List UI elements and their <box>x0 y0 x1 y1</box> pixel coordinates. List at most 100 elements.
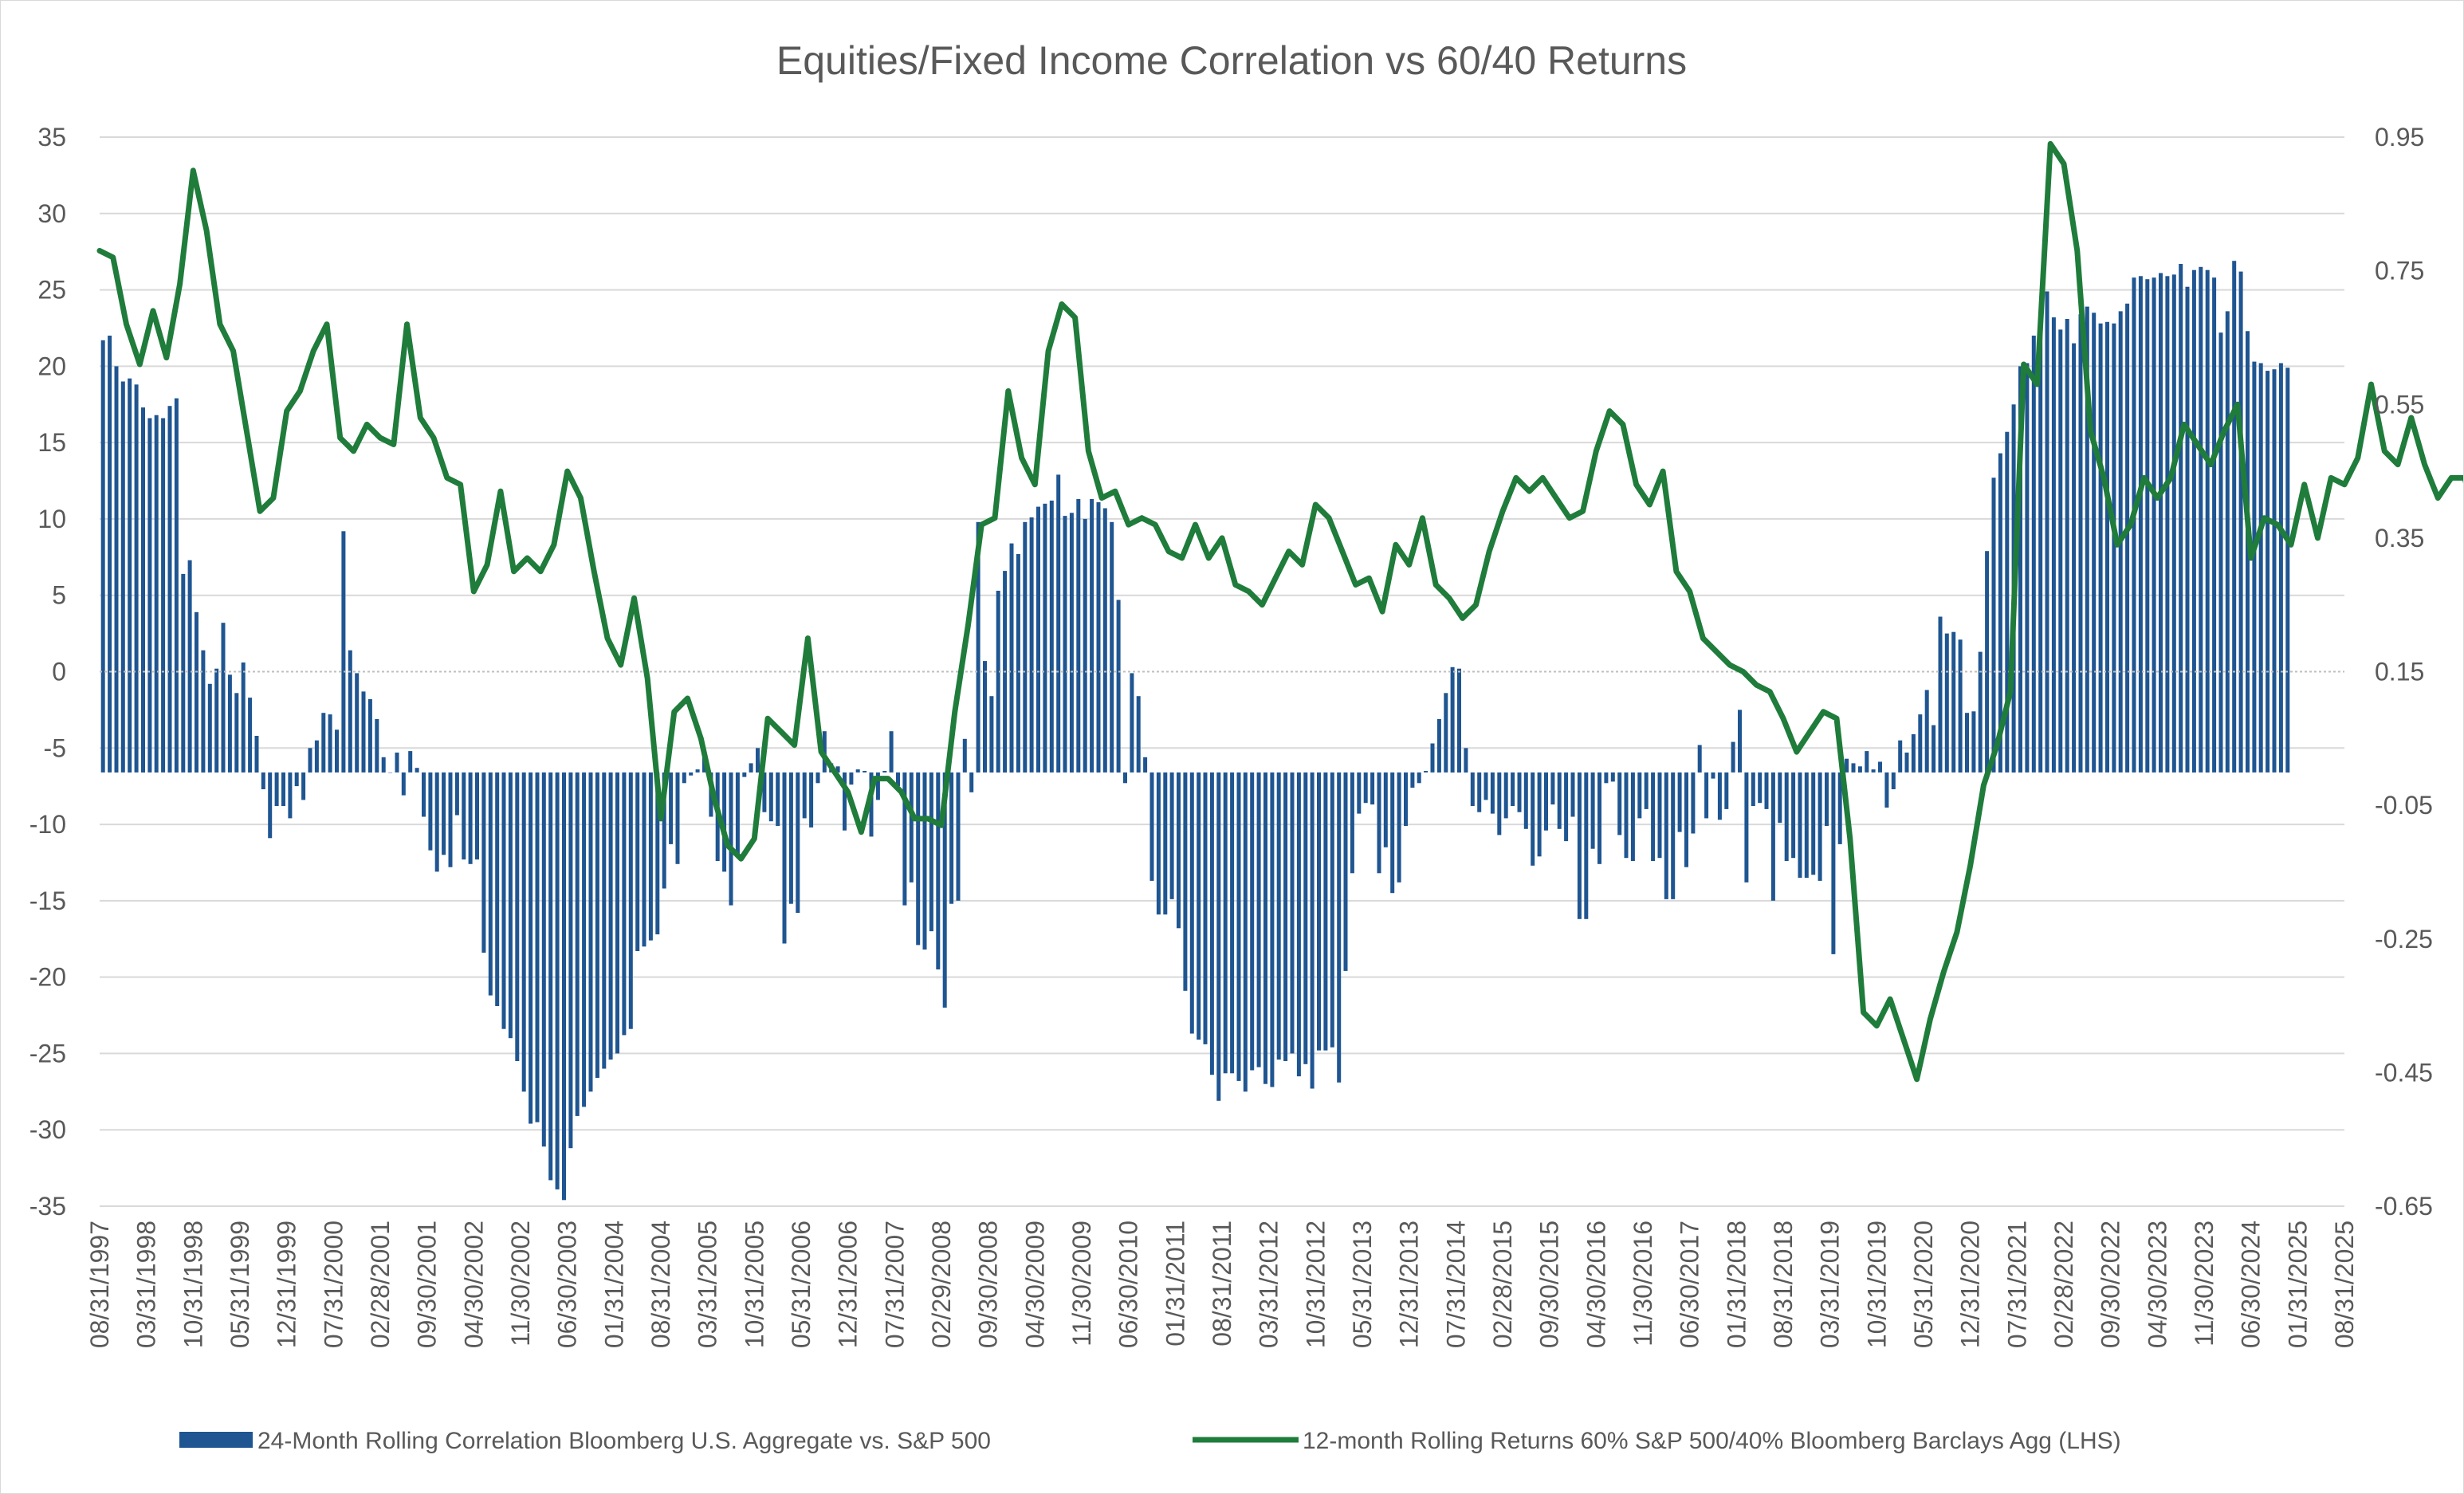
x-axis: 08/31/1997 03/31/1998 10/31/1998 05/31/1999… <box>85 1221 2359 1348</box>
correlation-bar <box>1998 453 2002 773</box>
correlation-bar <box>1016 554 1020 773</box>
x-tick-label: 06/30/2024 <box>2237 1221 2266 1348</box>
left-tick-label: -5 <box>44 733 66 762</box>
left-tick-label: 30 <box>37 199 66 228</box>
correlation-bar <box>2132 277 2136 773</box>
correlation-bar <box>1878 761 1882 773</box>
correlation-bar <box>1624 772 1629 859</box>
correlation-bar <box>1049 500 1054 773</box>
correlation-bar <box>1918 714 1923 773</box>
correlation-bar <box>1377 772 1381 874</box>
correlation-bar <box>1704 772 1709 819</box>
x-tick-label: 12/31/2013 <box>1395 1221 1424 1348</box>
correlation-bar <box>207 683 212 773</box>
correlation-bar <box>1323 772 1328 1051</box>
x-tick-label: 02/28/2001 <box>366 1221 395 1348</box>
correlation-bar <box>1343 772 1348 971</box>
correlation-bar <box>1985 551 1990 773</box>
correlation-bar <box>1009 543 1014 773</box>
correlation-bar <box>1965 713 1969 773</box>
correlation-bar <box>355 673 360 773</box>
correlation-bar <box>422 772 426 817</box>
correlation-bar <box>1764 772 1769 809</box>
correlation-bar <box>2205 269 2210 773</box>
correlation-bar <box>2092 313 2097 773</box>
correlation-bar <box>1531 772 1535 866</box>
correlation-bar <box>1590 772 1595 849</box>
correlation-bar <box>2212 277 2217 773</box>
correlation-bar <box>321 713 326 773</box>
correlation-bar <box>835 766 840 773</box>
correlation-bar <box>969 772 974 792</box>
correlation-bar <box>1784 772 1789 861</box>
correlation-bar <box>1163 772 1168 915</box>
correlation-bar <box>989 696 994 773</box>
left-tick-label: -15 <box>29 887 66 915</box>
correlation-bar <box>2199 266 2203 773</box>
correlation-bar <box>308 748 312 773</box>
x-tick-label: 09/30/2015 <box>1535 1221 1564 1348</box>
correlation-bar <box>408 751 413 773</box>
correlation-bar <box>114 366 119 773</box>
correlation-bar <box>902 772 907 906</box>
correlation-bar <box>488 772 493 996</box>
correlation-bar <box>843 772 847 831</box>
correlation-bar <box>608 772 613 1060</box>
correlation-bar <box>1169 772 1174 899</box>
correlation-bar <box>2185 286 2190 773</box>
correlation-bar <box>1717 772 1722 820</box>
x-tick-label: 07/31/2000 <box>319 1221 348 1348</box>
correlation-bar <box>1430 743 1435 773</box>
correlation-bar <box>241 662 246 773</box>
correlation-bar <box>2065 319 2069 773</box>
correlation-bar <box>1424 771 1428 773</box>
correlation-bar <box>796 772 800 914</box>
correlation-bar <box>1116 600 1121 773</box>
correlation-bar <box>1216 772 1221 1101</box>
correlation-bar <box>1470 772 1475 806</box>
x-tick-label: 12/31/1999 <box>273 1221 301 1348</box>
correlation-bar <box>508 772 513 1039</box>
correlation-bar <box>575 772 580 1116</box>
left-tick-label: -30 <box>29 1115 66 1144</box>
correlation-bar <box>735 772 740 855</box>
x-tick-label: 05/31/2013 <box>1348 1221 1377 1348</box>
correlation-bar <box>161 418 166 773</box>
x-tick-label: 11/30/2002 <box>506 1221 535 1347</box>
correlation-bar <box>1330 772 1334 1048</box>
correlation-bar <box>1189 772 1194 1034</box>
correlation-bar <box>181 573 186 773</box>
gridlines <box>100 136 2344 1207</box>
correlation-bar <box>174 398 179 773</box>
correlation-bar <box>401 772 406 796</box>
correlation-bar <box>2145 279 2150 773</box>
correlation-bar <box>2038 314 2043 773</box>
x-tick-label: 03/31/1998 <box>132 1221 161 1348</box>
correlation-bar <box>1363 772 1368 804</box>
correlation-bar <box>1871 769 1876 773</box>
x-tick-label: 10/31/2019 <box>1862 1221 1891 1348</box>
left-tick-label: 20 <box>37 352 66 380</box>
x-tick-label: 08/31/2011 <box>1208 1221 1236 1347</box>
right-tick-label: 0.15 <box>2375 658 2424 686</box>
correlation-bar <box>1102 508 1107 773</box>
correlation-bar <box>2258 363 2263 773</box>
correlation-bar <box>1657 772 1662 859</box>
correlation-bar <box>261 772 265 789</box>
correlation-bar <box>782 772 787 944</box>
x-tick-label: 05/31/1999 <box>226 1221 254 1348</box>
correlation-bar <box>1791 772 1796 859</box>
correlation-bar <box>541 772 546 1147</box>
x-tick-label: 03/31/2019 <box>1816 1221 1845 1348</box>
correlation-bar <box>1891 772 1896 789</box>
right-tick-label: -0.65 <box>2375 1192 2433 1221</box>
correlation-bar <box>201 650 206 773</box>
correlation-bar <box>1711 772 1715 779</box>
correlation-bar <box>2266 371 2270 773</box>
correlation-bar <box>1317 772 1321 1051</box>
x-tick-label: 06/30/2010 <box>1114 1221 1143 1348</box>
correlation-bar <box>187 560 192 773</box>
correlation-bar <box>1457 668 1461 773</box>
correlation-bar <box>1063 516 1067 773</box>
